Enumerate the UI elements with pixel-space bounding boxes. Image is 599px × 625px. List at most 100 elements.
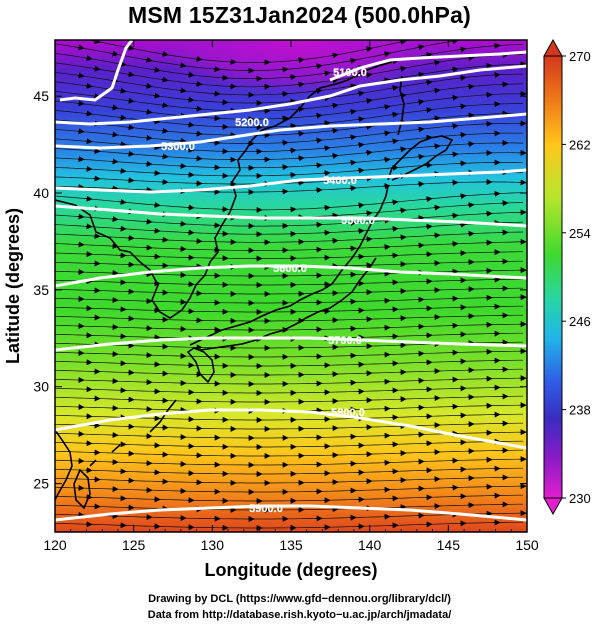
contour-5500: [55, 204, 527, 228]
flow-arrow: [468, 29, 474, 30]
contour-label: 5400.0: [323, 175, 357, 187]
colorbar-tick-label: 262: [569, 137, 591, 152]
y-axis-title: Latitude (degrees): [3, 208, 23, 364]
flow-arrow: [349, 134, 357, 141]
streamline: [55, 458, 523, 466]
flow-arrow: [383, 156, 391, 163]
flow-arrow: [161, 76, 169, 83]
streamline: [55, 386, 523, 394]
x-tick-label: 130: [201, 537, 225, 553]
flow-arrow: [391, 111, 399, 118]
streamline: [55, 221, 524, 235]
streamline: [55, 44, 524, 80]
contour-5800: [55, 408, 527, 450]
contour-5300: [55, 112, 527, 150]
contour-label: 5100.0: [333, 67, 367, 79]
flow-arrow: [297, 81, 305, 88]
flow-arrow: [433, 59, 441, 66]
streamline: [55, 521, 523, 529]
flow-arrow: [289, 74, 297, 81]
flow-arrow: [111, 131, 119, 138]
flow-arrow: [425, 79, 433, 86]
contour-label: 5600.0: [273, 263, 307, 275]
flow-arrow: [459, 46, 467, 53]
flow-arrow: [399, 146, 407, 153]
coastline-china-south: [55, 429, 73, 501]
flow-arrow: [93, 40, 101, 45]
flow-arrow: [297, 57, 305, 64]
flow-arrow: [425, 52, 433, 58]
flow-arrow: [153, 66, 161, 73]
flow-arrow: [399, 207, 407, 214]
streamline: [55, 152, 524, 169]
flow-arrow: [145, 56, 153, 63]
flow-arrow: [467, 83, 475, 90]
flow-arrow: [153, 92, 161, 99]
contour-label: 5300.0: [161, 141, 195, 153]
flow-arrow: [425, 196, 433, 203]
flow-arrow: [153, 201, 161, 208]
contour-label: 5800.0: [331, 407, 365, 419]
flow-arrow: [187, 96, 195, 103]
flow-arrow: [153, 118, 161, 125]
flow-arrow: [145, 134, 153, 141]
flow-arrow: [331, 152, 339, 159]
contour-label: 5700.0: [328, 335, 362, 347]
flow-arrow: [179, 62, 187, 69]
contour-5200: [55, 64, 527, 126]
contour-labels: 5100.0 5200.0 5300.0 5400.0 5500.0 5600.0 5700…: [161, 67, 375, 515]
colorbar-tick-label: 270: [569, 49, 591, 64]
y-tick-label: 30: [33, 379, 49, 395]
streamline: [55, 73, 523, 104]
flow-arrow: [399, 92, 407, 99]
flow-arrow: [349, 159, 357, 166]
credit-dcl: Drawing by DCL (https://www.gfd−dennou.o…: [148, 593, 451, 605]
flow-arrow: [459, 103, 467, 110]
flow-arrow: [391, 85, 399, 92]
contour-5900: [55, 504, 527, 522]
streamline: [55, 211, 524, 227]
flow-arrow: [323, 145, 331, 152]
flow-arrow: [391, 138, 399, 145]
colorbar-min-arrow: [543, 497, 563, 516]
flow-arrow: [85, 195, 93, 202]
flow-arrow: [349, 83, 357, 90]
streamline: [55, 241, 524, 251]
streamline: [55, 512, 523, 520]
y-tick-label: 25: [33, 476, 49, 492]
flow-arrow: [357, 141, 365, 148]
x-axis-title: Longitude (degrees): [204, 560, 377, 580]
streamline: [55, 63, 524, 96]
coastline-honshu: [189, 185, 389, 346]
contour-label: 5200.0: [235, 117, 269, 129]
streamline: [55, 278, 523, 286]
flow-arrow: [433, 115, 441, 122]
flow-arrow: [195, 56, 203, 62]
flow-arrow: [315, 137, 323, 144]
colorbar-tick-label: 246: [569, 314, 591, 329]
y-tick-label: 40: [33, 185, 49, 201]
streamline: [55, 359, 523, 367]
flow-arrow: [195, 80, 203, 87]
flow-arrow: [365, 123, 373, 130]
flow-arrow: [127, 124, 135, 131]
flow-arrow: [161, 102, 169, 109]
flow-arrow: [93, 65, 101, 72]
flow-arrow: [85, 110, 93, 117]
flow-arrow: [383, 51, 391, 58]
streamline: [55, 40, 463, 71]
flow-arrow: [161, 51, 169, 57]
contour-5100: [59, 40, 527, 102]
streamline: [55, 377, 523, 385]
streamline: [55, 103, 523, 128]
flow-arrow: [127, 97, 135, 104]
cold-core: [150, 40, 450, 95]
streamline: [55, 323, 523, 331]
contour-layer: [55, 40, 527, 522]
colorbar-body: [543, 55, 563, 499]
field-layer: 5100.0 5200.0 5300.0 5400.0 5500.0 5600.0 5700…: [55, 29, 527, 532]
flow-arrow: [467, 54, 475, 61]
streamline: [55, 162, 524, 177]
flow-arrow: [145, 108, 153, 115]
